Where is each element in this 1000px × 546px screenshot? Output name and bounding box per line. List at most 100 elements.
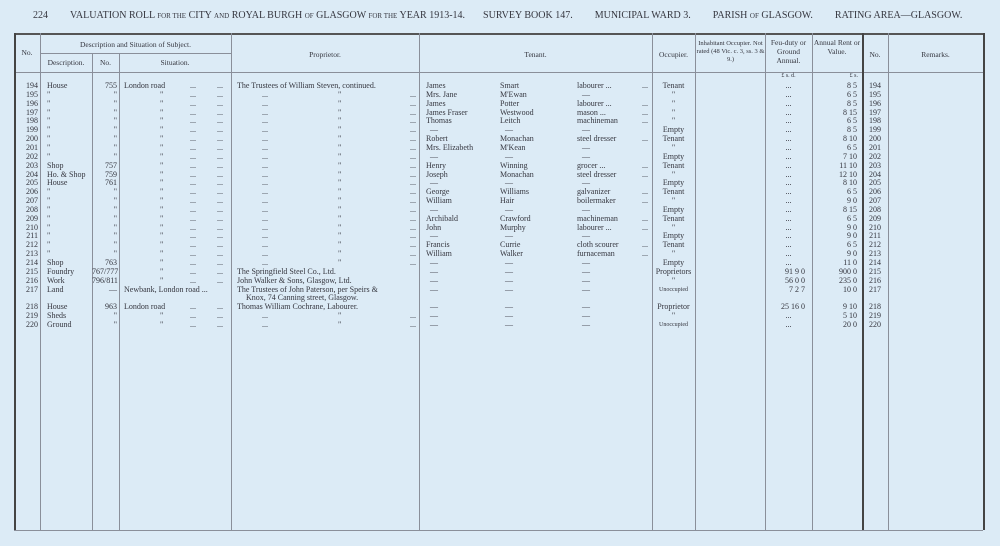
row-street-number: 963 <box>105 302 117 312</box>
row-number: 199 <box>26 125 38 135</box>
col-header-description: Description. <box>47 58 85 67</box>
title-part: CITY <box>188 10 212 21</box>
row-number-right: 220 <box>869 319 881 329</box>
row-proprietor: " <box>338 89 342 99</box>
tenant-surname: Monachan <box>500 134 534 144</box>
row-description: Foundry <box>47 266 75 276</box>
tenant-first-name: — <box>430 311 438 321</box>
column-rule <box>14 33 16 530</box>
proprietor-leader: ... <box>262 151 268 161</box>
tenant-first-name: Thomas <box>426 116 452 126</box>
occupation-leader: ... <box>642 222 648 232</box>
proprietor-leader: ... <box>410 151 416 161</box>
situation-leader: ... <box>190 134 196 144</box>
tenant-occupation: — <box>582 89 590 99</box>
row-street-number: 755 <box>105 81 117 90</box>
row-annual-rent: 8 15 <box>843 204 857 214</box>
tenant-surname: — <box>505 258 513 267</box>
col-header-no: No. <box>21 48 33 57</box>
row-number-right: 194 <box>869 81 881 90</box>
situation-leader: ... <box>217 169 223 179</box>
tenant-surname: Smart <box>500 81 520 90</box>
row-description: " <box>47 213 51 223</box>
tenant-occupation: labourer ... <box>577 222 612 232</box>
tenant-first-name: James <box>426 81 446 90</box>
tenant-surname: — <box>505 302 513 312</box>
situation-leader: ... <box>217 231 223 241</box>
row-number-right: 198 <box>869 116 881 126</box>
row-annual-rent: 5 10 <box>843 311 857 321</box>
row-proprietor: " <box>338 222 342 232</box>
tenant-occupation: — <box>582 302 590 312</box>
tenant-first-name: James Fraser <box>426 107 468 117</box>
row-situation: " <box>160 116 164 126</box>
tenant-first-name: — <box>430 275 438 285</box>
tenant-surname: Murphy <box>500 222 526 232</box>
proprietor-leader: ... <box>410 142 416 152</box>
row-annual-rent: 8 5 <box>847 125 857 135</box>
row-feu-duty: ... <box>785 125 792 135</box>
col-header-annual-rent: Annual Rent or Value. <box>813 38 861 56</box>
row-situation: " <box>160 187 164 197</box>
column-rule <box>419 33 420 530</box>
row-number-right: 200 <box>869 134 881 144</box>
page-number: 224 <box>33 10 48 21</box>
row-description: " <box>47 89 51 99</box>
title-part: of <box>304 12 314 20</box>
row-description: House <box>47 178 68 188</box>
tenant-first-name: — <box>430 266 438 276</box>
row-number: 200 <box>26 134 38 144</box>
row-number: 201 <box>26 142 38 152</box>
row-description: Shop <box>47 160 64 170</box>
row-feu-duty: ... <box>785 231 792 241</box>
situation-leader: ... <box>217 160 223 170</box>
situation-leader: ... <box>190 169 196 179</box>
tenant-occupation: galvanizer <box>577 187 611 197</box>
row-proprietor: " <box>338 196 342 206</box>
tenant-first-name: — <box>430 125 438 135</box>
row-feu-duty: ... <box>785 107 792 117</box>
row-description: " <box>47 116 51 126</box>
row-occupier: Empty <box>662 178 685 188</box>
tenant-first-name: — <box>430 204 438 214</box>
row-feu-duty: 7 2 7 <box>789 284 805 294</box>
row-number-right: 203 <box>869 160 881 170</box>
row-number-right: 199 <box>869 125 881 135</box>
proprietor-leader: ... <box>262 187 268 197</box>
tenant-first-name: Robert <box>426 134 448 144</box>
row-occupier: Tenant <box>662 81 685 90</box>
row-annual-rent: 11 0 <box>843 258 857 267</box>
row-situation: London road <box>124 302 166 312</box>
row-description: " <box>47 125 51 135</box>
row-situation: " <box>160 160 164 170</box>
tenant-occupation: — <box>582 319 590 329</box>
tenant-first-name: — <box>430 284 438 294</box>
tenant-surname: M'Ewan <box>500 89 527 99</box>
column-rule <box>862 33 864 530</box>
row-number: 208 <box>26 204 38 214</box>
row-feu-duty: ... <box>785 134 792 144</box>
situation-leader: ... <box>190 98 196 108</box>
situation-leader: ... <box>217 302 223 312</box>
row-street-number: " <box>113 222 117 232</box>
row-number: 210 <box>26 222 38 232</box>
proprietor-leader: ... <box>410 125 416 135</box>
situation-leader: ... <box>217 98 223 108</box>
row-situation: " <box>160 151 164 161</box>
proprietor-leader: ... <box>410 258 416 267</box>
tenant-first-name: — <box>430 258 438 267</box>
col-header-tenant: Tenant. <box>524 50 547 59</box>
situation-leader: ... <box>217 142 223 152</box>
row-number: 218 <box>26 302 38 312</box>
row-street-number: 796/811 <box>92 275 118 285</box>
row-number-right: 217 <box>869 284 881 294</box>
row-street-number: " <box>113 125 117 135</box>
row-number-right: 219 <box>869 311 881 321</box>
row-annual-rent: 235 0 <box>839 275 857 285</box>
proprietor-leader: ... <box>410 187 416 197</box>
col-header-number: No. <box>99 58 112 67</box>
row-number: 198 <box>26 116 38 126</box>
occupation-leader: ... <box>642 249 648 259</box>
proprietor-leader: ... <box>262 160 268 170</box>
proprietor-leader: ... <box>410 213 416 223</box>
